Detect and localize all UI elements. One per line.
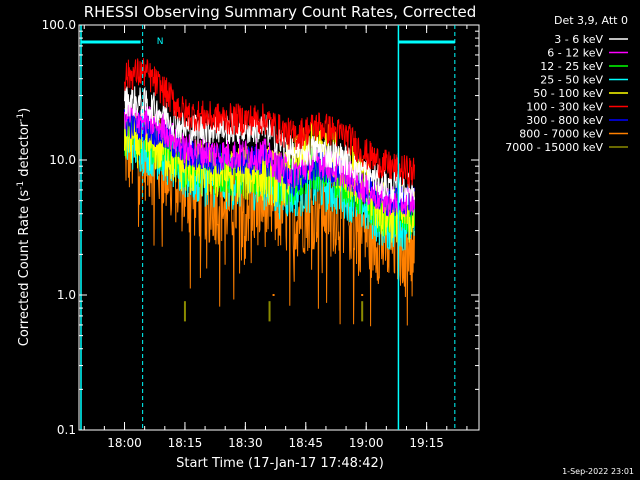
legend-header: Det 3,9, Att 0 bbox=[554, 14, 628, 27]
x-tick-label: 19:00 bbox=[349, 436, 384, 450]
series-line bbox=[124, 58, 415, 189]
y-axis-label-part: ) bbox=[17, 108, 32, 113]
y-tick-label: 10.0 bbox=[49, 153, 76, 167]
plot-frame bbox=[78, 24, 480, 431]
data-lines bbox=[124, 58, 415, 327]
y-axis-label-part: Corrected Count Rate (s bbox=[17, 190, 32, 347]
plot-area: N 0.1 1.0 10.0 100.0 18:00 18:15 18:30 18:45 19:… bbox=[42, 18, 480, 450]
y-axis-label: Corrected Count Rate (s-1 detector-1) bbox=[16, 108, 32, 346]
series-point bbox=[361, 294, 364, 296]
y-axis-label-part: detector bbox=[17, 121, 32, 181]
series-line bbox=[124, 98, 415, 217]
chart-title: RHESSI Observing Summary Count Rates, Co… bbox=[84, 3, 477, 21]
y-axis-label-sup: -1 bbox=[16, 113, 26, 122]
y-axis-label-sup: -1 bbox=[16, 181, 26, 190]
series-line bbox=[124, 109, 415, 217]
x-tick-label: 18:30 bbox=[228, 436, 263, 450]
legend-label: 50 - 100 keV bbox=[533, 87, 603, 100]
timestamp: 1-Sep-2022 23:01 bbox=[562, 467, 634, 476]
axes: 0.1 1.0 10.0 100.0 18:00 18:15 18:30 18:45 19:00… bbox=[42, 18, 479, 450]
legend-label: 100 - 300 keV bbox=[526, 101, 603, 114]
x-tick-label: 18:00 bbox=[107, 436, 142, 450]
legend-label: 300 - 800 keV bbox=[526, 114, 603, 127]
series-point bbox=[272, 294, 275, 296]
legend-label: 7000 - 15000 keV bbox=[505, 141, 603, 154]
legend-label: 6 - 12 keV bbox=[547, 47, 603, 60]
x-tick-label: 18:45 bbox=[288, 436, 323, 450]
night-flag-label: N bbox=[157, 37, 164, 47]
x-tick-label: 19:15 bbox=[409, 436, 444, 450]
legend-label: 25 - 50 keV bbox=[540, 74, 603, 87]
y-tick-label: 1.0 bbox=[57, 288, 76, 302]
overlay-lines: N bbox=[80, 25, 456, 430]
series-line bbox=[124, 85, 415, 205]
x-tick-label: 18:15 bbox=[168, 436, 203, 450]
x-axis-label: Start Time (17-Jan-17 17:48:42) bbox=[176, 456, 384, 471]
y-tick-label: 0.1 bbox=[57, 423, 76, 437]
y-tick-label: 100.0 bbox=[42, 18, 76, 32]
legend-label: 800 - 7000 keV bbox=[519, 128, 603, 141]
series-line bbox=[124, 108, 415, 243]
legend-label: 3 - 6 keV bbox=[554, 33, 603, 46]
legend-label: 12 - 25 keV bbox=[540, 60, 603, 73]
